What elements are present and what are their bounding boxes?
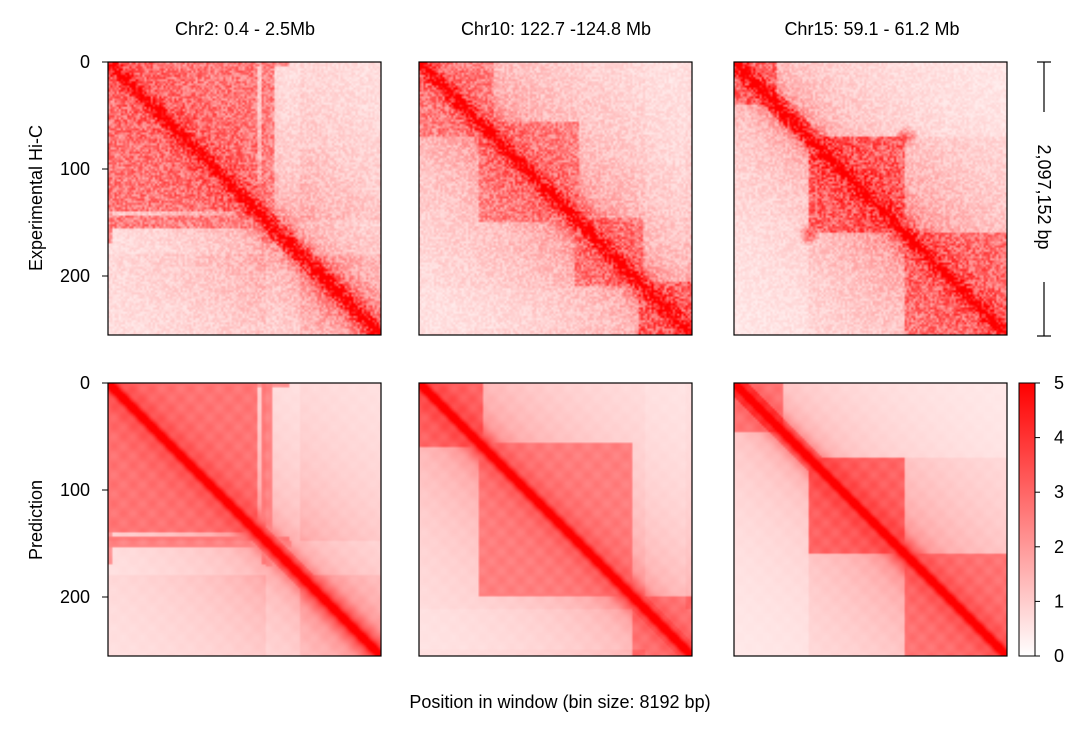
colorbar-tick-label: 3 <box>1054 482 1064 502</box>
colorbar-tick-label: 5 <box>1054 373 1064 393</box>
y-tick-label: 200 <box>60 587 90 607</box>
colorbar-tick-label: 2 <box>1054 537 1064 557</box>
window-size-label: 2,097,152 bp <box>1034 144 1054 249</box>
heatmap-exp-chr10 <box>419 62 692 335</box>
y-axis-top: 0 100 200 <box>60 52 108 286</box>
y-tick-label: 100 <box>60 480 90 500</box>
colorbar-tick-label: 1 <box>1054 591 1064 611</box>
column-title-chr10: Chr10: 122.7 -124.8 Mb <box>461 19 651 39</box>
y-tick-label: 0 <box>80 52 90 72</box>
y-tick-label: 100 <box>60 159 90 179</box>
heatmap-frame <box>107 61 382 336</box>
y-tick-label: 200 <box>60 266 90 286</box>
colorbar: 0 1 2 3 4 5 <box>1018 373 1064 666</box>
heatmap-exp-chr2 <box>108 62 381 335</box>
colorbar-tick-label: 0 <box>1054 646 1064 666</box>
column-title-chr2: Chr2: 0.4 - 2.5Mb <box>175 19 315 39</box>
y-tick-label: 0 <box>80 373 90 393</box>
y-axis-bottom: 0 100 200 <box>60 373 108 607</box>
x-axis-label: Position in window (bin size: 8192 bp) <box>409 692 710 712</box>
heatmap-pred-chr2 <box>108 383 381 656</box>
heatmap-frame <box>418 61 693 336</box>
colorbar-gradient <box>1018 382 1036 657</box>
column-title-chr15: Chr15: 59.1 - 61.2 Mb <box>784 19 959 39</box>
heatmap-pred-chr15 <box>734 383 1007 656</box>
heatmap-frame <box>733 61 1008 336</box>
heatmap-frame <box>733 382 1008 657</box>
colorbar-tick-label: 4 <box>1054 428 1064 448</box>
heatmap-frame <box>418 382 693 657</box>
heatmap-exp-chr15 <box>734 62 1007 335</box>
row-label-prediction: Prediction <box>26 480 46 560</box>
heatmap-pred-chr10 <box>419 383 692 656</box>
row-label-experimental: Experimental Hi-C <box>26 125 46 271</box>
heatmap-frame <box>107 382 382 657</box>
window-size-bracket: 2,097,152 bp <box>1034 61 1054 337</box>
